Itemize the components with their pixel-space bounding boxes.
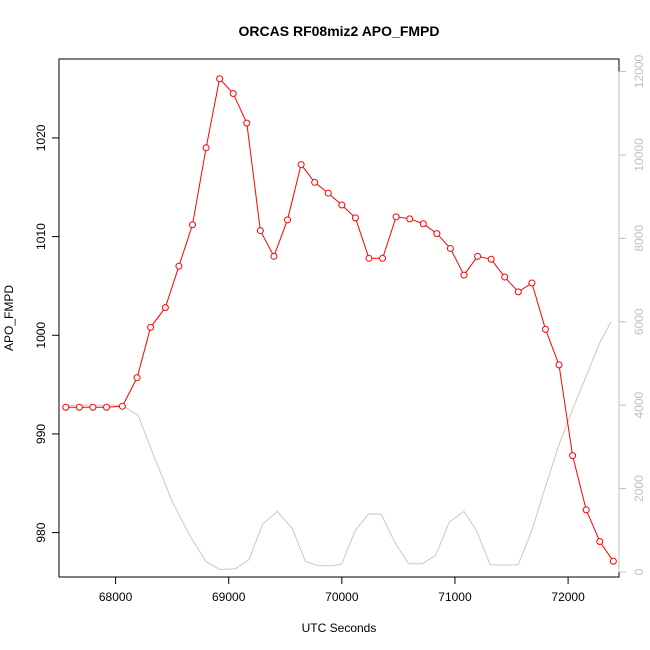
data-point-marker — [147, 323, 155, 331]
data-point-marker — [501, 273, 509, 281]
data-point-marker — [379, 254, 387, 262]
data-point-marker — [103, 403, 111, 411]
data-point-marker — [338, 201, 346, 209]
data-point-marker — [284, 216, 292, 224]
y-tick-label: 1010 — [34, 223, 48, 250]
data-point-marker — [541, 325, 549, 333]
data-point-marker — [365, 254, 373, 262]
x-tick-label: 70000 — [325, 590, 359, 604]
data-point-marker — [118, 402, 126, 410]
chart-title: ORCAS RF08miz2 APO_FMPD — [239, 23, 440, 39]
data-point-marker — [474, 252, 482, 260]
data-point-marker — [161, 304, 169, 312]
x-tick-label: 68000 — [99, 590, 133, 604]
data-point-marker — [419, 220, 427, 228]
data-point-marker — [202, 144, 210, 152]
y-tick-label: 1000 — [34, 322, 48, 349]
data-point-marker — [324, 189, 332, 197]
y2-tick-label: 12000 — [632, 55, 646, 89]
y-axis: 980 990 1000 1010 1020 — [34, 124, 60, 543]
data-point-marker — [229, 90, 237, 98]
data-point-marker — [514, 288, 522, 296]
data-point-marker — [270, 252, 278, 260]
y2-tick-label: 10000 — [632, 138, 646, 172]
data-point-marker — [311, 178, 319, 186]
data-point-marker — [487, 255, 495, 263]
y2-axis: 0 2000 4000 6000 8000 10000 12000 — [618, 55, 646, 575]
data-point-marker — [351, 214, 359, 222]
data-point-marker — [297, 161, 305, 169]
y-tick-label: 980 — [34, 522, 48, 542]
data-point-marker — [188, 221, 196, 229]
data-point-marker — [528, 279, 536, 287]
y2-tick-label: 8000 — [632, 225, 646, 252]
y2-tick-label: 2000 — [632, 475, 646, 502]
left-axis-series-line — [65, 77, 614, 562]
y2-tick-label: 4000 — [632, 391, 646, 418]
data-point-marker — [256, 227, 264, 235]
data-point-marker — [596, 537, 604, 545]
y-tick-label: 990 — [34, 424, 48, 444]
data-point-marker — [582, 506, 590, 514]
data-point-marker — [62, 403, 70, 411]
data-point-marker — [555, 361, 563, 369]
y-tick-label: 1020 — [34, 124, 48, 151]
data-point-marker — [460, 271, 468, 279]
data-point-marker — [133, 374, 141, 382]
data-point-marker — [89, 403, 97, 411]
x-tick-label: 69000 — [212, 590, 246, 604]
plot-frame — [58, 58, 620, 578]
y2-tick-label: 6000 — [632, 308, 646, 335]
data-point-marker — [216, 75, 224, 83]
data-point-marker — [75, 403, 83, 411]
data-point-marker — [392, 213, 400, 221]
data-point-marker — [609, 557, 617, 565]
x-axis-label: UTC Seconds — [302, 621, 377, 635]
right-axis-series-line — [65, 321, 612, 571]
y2-tick-label: 0 — [632, 568, 646, 575]
x-tick-label: 71000 — [438, 590, 472, 604]
data-point-marker — [406, 215, 414, 223]
x-axis: 68000 69000 70000 71000 72000 — [99, 576, 585, 604]
data-point-marker — [243, 119, 251, 127]
series-layer — [62, 75, 617, 571]
x-tick-label: 72000 — [551, 590, 585, 604]
y-axis-label: APO_FMPD — [2, 285, 16, 351]
data-point-marker — [569, 452, 577, 460]
data-point-marker — [433, 230, 441, 238]
data-point-marker — [446, 244, 454, 252]
data-point-marker — [175, 262, 183, 270]
